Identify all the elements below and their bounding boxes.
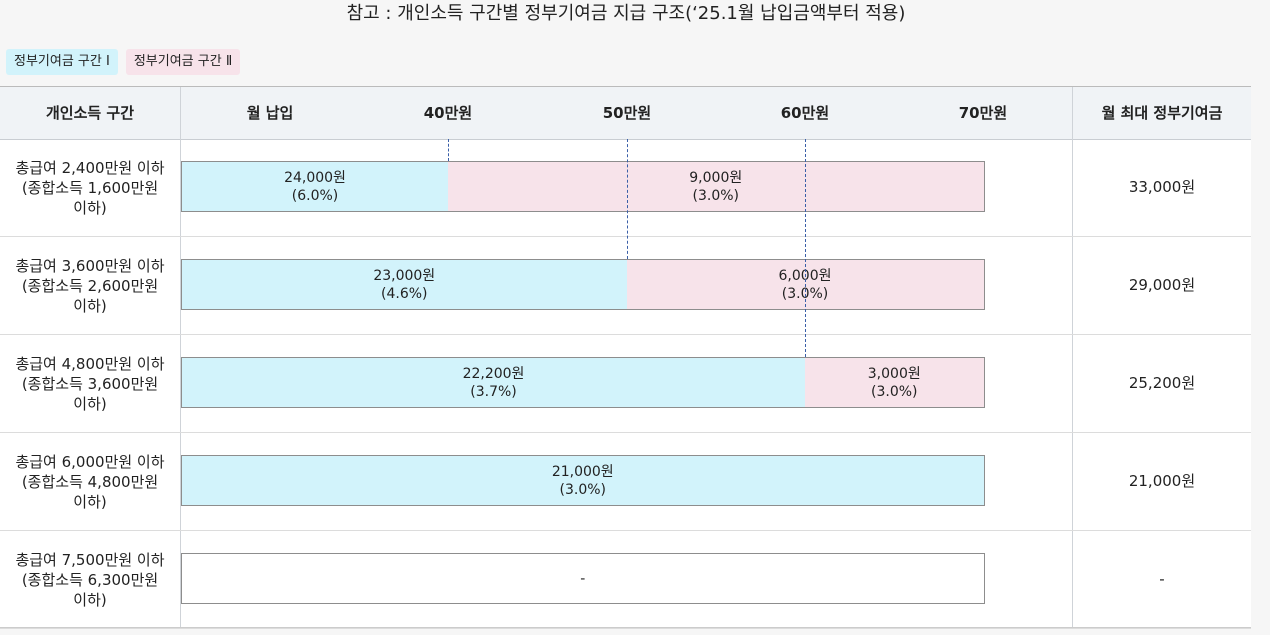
bar-no-contribution: - [181,553,985,604]
income-bracket-label: 총급여 3,600만원 이하 (종합소득 2,600만원 이하) [0,237,180,334]
bar-amount-label: - [580,570,586,587]
income-bracket-line: 총급여 2,400만원 이하 [15,158,165,177]
income-bracket-label: 총급여 2,400만원 이하 (종합소득 1,600만원 이하) [0,139,180,236]
income-bracket-text: 총급여 7,500만원 이하 (종합소득 6,300만원 이하) [5,550,175,610]
max-contribution-value: - [1159,570,1165,588]
income-bracket-line: 이하) [73,394,107,413]
bar-amount-label: 24,000원 [284,169,346,186]
income-bracket-line: (종합소득 3,600만원 [21,374,159,393]
income-bracket-line: 이하) [73,296,107,315]
income-bracket-text: 총급여 6,000만원 이하 (종합소득 4,800만원 이하) [5,452,175,512]
bar-section-1: 23,000원 (4.6%) [181,259,628,310]
bar-rate-label: (3.7%) [470,383,517,400]
max-contribution-value: 33,000원 [1128,178,1196,196]
income-bracket-line: 이하) [73,590,107,609]
bar-amount-label: 3,000원 [867,365,921,382]
bar-rate-label: (4.6%) [381,285,428,302]
income-bracket-label: 총급여 4,800만원 이하 (종합소득 3,600만원 이하) [0,335,180,432]
bar-amount-label: 22,200원 [462,365,525,382]
header-monthly-payment: 월 납입 [246,104,294,122]
income-bracket-line: (종합소득 2,600만원 [21,276,159,295]
table-row: 총급여 6,000만원 이하 (종합소득 4,800만원 이하) 21,000원 (3.… [0,433,1251,531]
divider-right [1072,87,1073,627]
income-bracket-label: 총급여 6,000만원 이하 (종합소득 4,800만원 이하) [0,433,180,530]
bar-rate-label: (3.0%) [692,187,740,204]
table-header: 개인소득 구간 월 납입 40만원 50만원 60만원 70만원 월 최대 정부… [0,87,1251,140]
income-bracket-line: (종합소득 6,300만원 [21,570,159,589]
bar-section-2: 9,000원 (3.0%) [448,161,985,212]
threshold-guide-line [626,139,628,259]
income-bracket-text: 총급여 2,400만원 이하 (종합소득 1,600만원 이하) [5,158,175,218]
bar-rate-label: (3.0%) [559,481,607,498]
income-bracket-line: 총급여 3,600만원 이하 [15,256,165,275]
legend: 정부기여금 구간 Ⅰ 정부기여금 구간 Ⅱ [6,49,241,75]
table-row: 총급여 7,500만원 이하 (종합소득 6,300만원 이하) - - [0,531,1251,629]
income-bracket-text: 총급여 4,800만원 이하 (종합소득 3,600만원 이하) [5,354,175,414]
header-income-bracket: 개인소득 구간 [45,104,135,122]
legend-section-2: 정부기여금 구간 Ⅱ [125,49,241,75]
threshold-guide-line [448,139,449,161]
income-bracket-text: 총급여 3,600만원 이하 (종합소득 2,600만원 이하) [5,256,175,316]
bar-amount-label: 21,000원 [551,463,614,480]
max-contribution-value: 25,200원 [1128,374,1196,392]
x-tick-70: 70만원 [958,104,1008,122]
threshold-guide-line [805,139,806,357]
max-contribution-value: 29,000원 [1128,276,1196,294]
table-row: 총급여 2,400만원 이하 (종합소득 1,600만원 이하) 24,000원 (6.… [0,139,1251,237]
table-row: 총급여 3,600만원 이하 (종합소득 2,600만원 이하) 23,000원 (4.… [0,237,1251,335]
x-tick-50: 50만원 [602,104,652,122]
income-bracket-label: 총급여 7,500만원 이하 (종합소득 6,300만원 이하) [0,531,180,628]
income-bracket-line: 총급여 4,800만원 이하 [15,354,165,373]
page-title: 참고 : 개인소득 구간별 정부기여금 지급 구조(‘25.1월 납입금액부터 … [346,3,906,24]
bar-section-1: 21,000원 (3.0%) [181,455,985,506]
income-bracket-line: (종합소득 4,800만원 [21,472,159,491]
table-row: 총급여 4,800만원 이하 (종합소득 3,600만원 이하) 22,200원 (3.… [0,335,1251,433]
divider-left [180,87,181,627]
bar-section-1: 24,000원 (6.0%) [181,161,449,212]
income-bracket-line: 이하) [73,198,107,217]
header-max-contribution: 월 최대 정부기여금 [1101,104,1223,122]
max-contribution-value: 21,000원 [1128,472,1196,490]
bar-amount-label: 9,000원 [689,169,743,186]
income-bracket-line: 이하) [73,492,107,511]
bar-rate-label: (6.0%) [291,187,339,204]
income-bracket-line: 총급여 6,000만원 이하 [15,452,165,471]
bar-section-2: 3,000원 (3.0%) [805,357,985,408]
bar-amount-label: 23,000원 [373,267,436,284]
x-tick-40: 40만원 [423,104,473,122]
bar-section-1: 22,200원 (3.7%) [181,357,806,408]
contribution-table: 개인소득 구간 월 납입 40만원 50만원 60만원 70만원 월 최대 정부… [0,86,1251,629]
x-tick-60: 60만원 [780,104,830,122]
income-bracket-line: 총급여 7,500만원 이하 [15,550,165,569]
legend-section-1: 정부기여금 구간 Ⅰ [6,49,118,75]
bar-rate-label: (3.0%) [871,383,918,400]
income-bracket-line: (종합소득 1,600만원 [21,178,159,197]
